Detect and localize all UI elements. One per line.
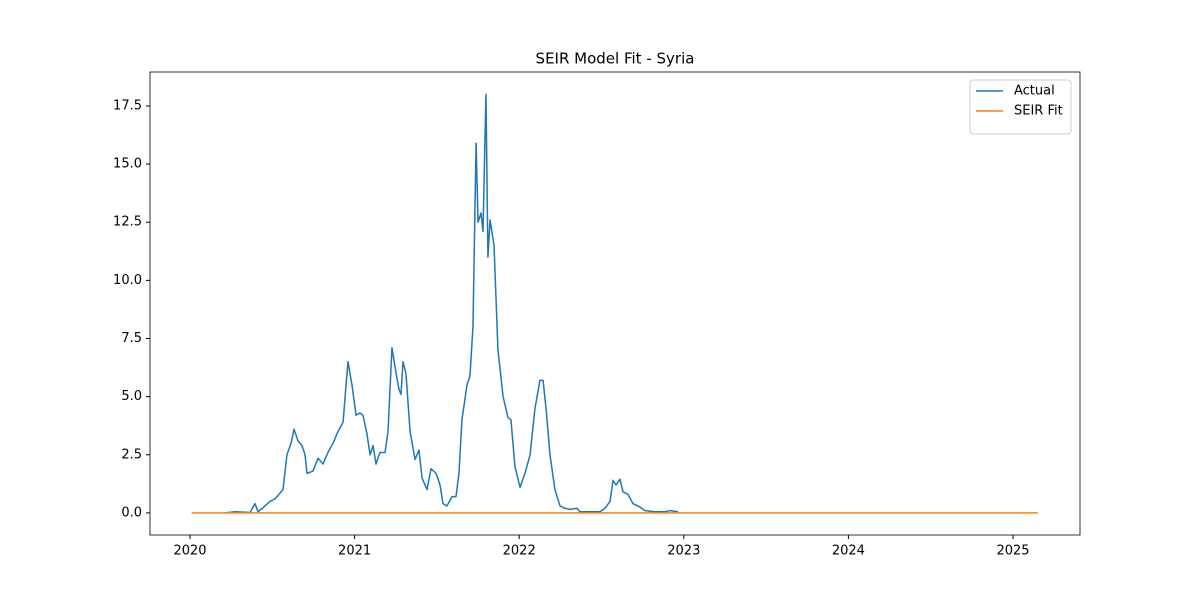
x-tick-label: 2025 [996,544,1029,559]
plot-frame [149,71,1081,536]
y-tick-label: 5.0 [121,389,142,404]
y-tick-label: 15.0 [113,157,142,172]
y-tick-label: 17.5 [113,98,142,113]
x-tick-label: 2023 [667,544,700,559]
y-tick-label: 7.5 [121,331,142,346]
legend-box [969,79,1072,135]
x-tick-label: 2024 [832,544,865,559]
x-tick-label: 2021 [338,544,371,559]
chart-title: SEIR Model Fit - Syria [536,50,695,68]
y-tick-label: 0.0 [121,505,142,520]
y-tick-label: 12.5 [113,215,142,230]
x-tick-label: 2022 [503,544,536,559]
x-tick-label: 2020 [173,544,206,559]
legend-label: Actual [1014,84,1055,99]
line [224,93,679,514]
legend-label: SEIR Fit [1014,104,1063,119]
y-tick-label: 2.5 [121,447,142,462]
y-tick-label: 10.0 [113,273,142,288]
